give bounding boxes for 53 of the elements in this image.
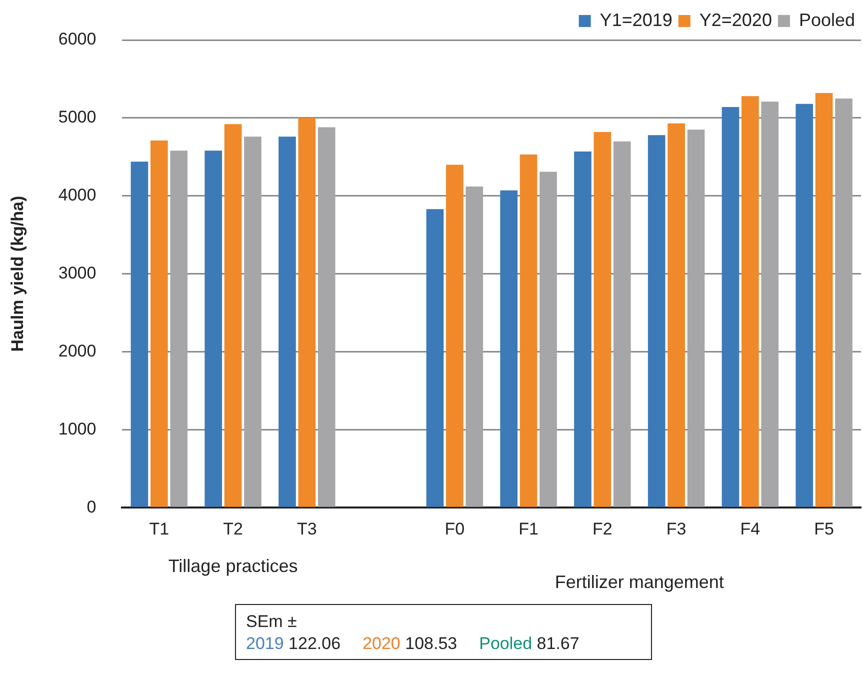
bar [835, 98, 852, 507]
y-tick-label: 0 [86, 497, 96, 516]
bar [722, 107, 740, 507]
text: 2019 122.06 [246, 634, 341, 653]
bar [613, 141, 631, 507]
bar [278, 136, 296, 507]
x-tick-label: F1 [518, 519, 538, 538]
legend-label: Y2=2020 [699, 10, 772, 30]
y-tick-label: 5000 [58, 108, 96, 127]
bar [298, 118, 316, 507]
y-tick-label: 3000 [58, 263, 96, 282]
text: Tillage practices [168, 556, 298, 576]
bar [244, 136, 262, 507]
bar [150, 140, 168, 507]
bar [796, 104, 814, 507]
text: Fertilizer mangement [554, 572, 724, 592]
y-tick-label: 6000 [58, 30, 96, 49]
y-tick-label: 1000 [58, 419, 96, 438]
x-tick-label: F4 [740, 519, 760, 538]
text: Pooled 81.67 [479, 634, 580, 653]
bar [204, 150, 222, 507]
x-tick-label: F5 [814, 519, 834, 538]
y-axis-title: Haulm yield (kg/ha) [8, 196, 27, 352]
bar [742, 96, 759, 507]
bar [574, 151, 592, 507]
bar [761, 102, 779, 507]
bar [648, 135, 666, 507]
bar [687, 130, 705, 507]
text: 2020 108.53 [362, 634, 458, 653]
bar [170, 150, 188, 507]
text: SEm ± [246, 611, 298, 633]
x-tick-label: T3 [296, 519, 317, 538]
x-tick-label: F0 [444, 519, 465, 538]
bar [594, 132, 612, 507]
bar [130, 162, 148, 507]
bar [540, 172, 557, 507]
legend-label: Y1=2019 [600, 10, 672, 30]
x-tick-label: T2 [223, 519, 243, 538]
legend-label: Pooled [798, 10, 856, 30]
y-tick-label: 2000 [58, 341, 96, 360]
bar [668, 123, 685, 507]
bar [446, 164, 464, 507]
bar [466, 186, 484, 507]
x-tick-label: T1 [149, 519, 170, 538]
bar [815, 92, 833, 507]
bar [500, 190, 518, 507]
bar [426, 209, 444, 507]
x-tick-label: F3 [666, 519, 686, 538]
bar [318, 127, 336, 507]
y-tick-label: 4000 [58, 186, 96, 205]
bar [520, 154, 538, 507]
bar [224, 124, 242, 507]
x-tick-label: F2 [592, 519, 612, 538]
